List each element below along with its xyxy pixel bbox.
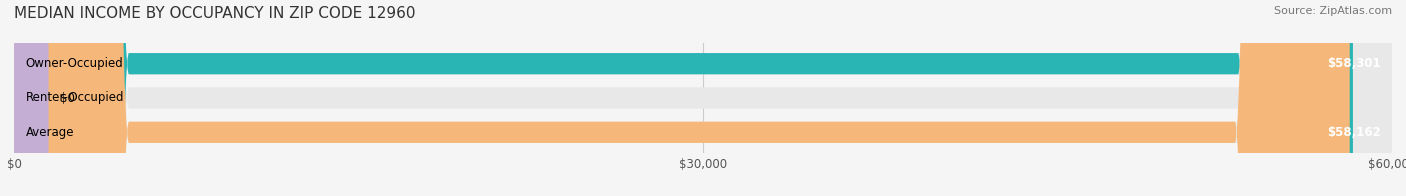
FancyBboxPatch shape [14, 0, 1392, 196]
Text: MEDIAN INCOME BY OCCUPANCY IN ZIP CODE 12960: MEDIAN INCOME BY OCCUPANCY IN ZIP CODE 1… [14, 6, 416, 21]
Text: Renter-Occupied: Renter-Occupied [25, 92, 124, 104]
FancyBboxPatch shape [14, 0, 48, 196]
Text: $0: $0 [60, 92, 75, 104]
Text: Source: ZipAtlas.com: Source: ZipAtlas.com [1274, 6, 1392, 16]
FancyBboxPatch shape [14, 0, 1392, 196]
Text: $58,162: $58,162 [1327, 126, 1381, 139]
FancyBboxPatch shape [14, 0, 1392, 196]
Text: Owner-Occupied: Owner-Occupied [25, 57, 124, 70]
FancyBboxPatch shape [14, 0, 1350, 196]
Text: Average: Average [25, 126, 75, 139]
FancyBboxPatch shape [14, 0, 1353, 196]
Text: $58,301: $58,301 [1327, 57, 1381, 70]
